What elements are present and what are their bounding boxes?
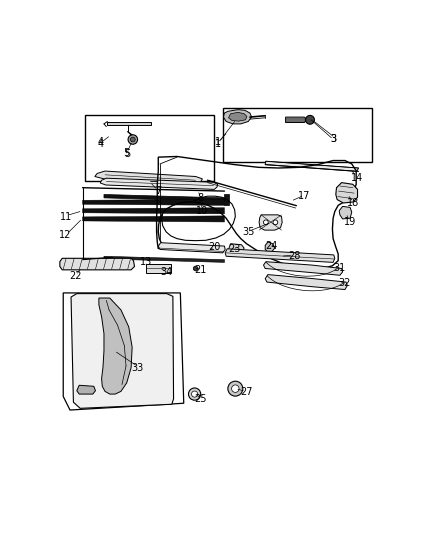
Text: 22: 22 [69,271,81,281]
Polygon shape [259,215,282,230]
Bar [146,264,171,272]
Circle shape [191,391,198,397]
Text: 1: 1 [215,139,221,149]
Text: 19: 19 [344,216,356,227]
Text: 17: 17 [298,191,311,201]
Text: 34: 34 [161,267,173,277]
Text: 24: 24 [265,241,278,252]
Polygon shape [107,122,152,125]
Text: 21: 21 [194,265,207,275]
Text: 23: 23 [229,244,241,254]
Polygon shape [95,171,202,184]
Circle shape [232,385,239,392]
Bar [85,115,214,181]
Bar [223,108,372,162]
Polygon shape [229,112,247,121]
Polygon shape [83,216,224,222]
Text: 35: 35 [243,227,255,237]
Text: 4: 4 [98,139,104,149]
Circle shape [193,266,198,271]
Text: 11: 11 [60,212,72,222]
Polygon shape [225,249,335,262]
Polygon shape [265,274,347,289]
Circle shape [306,115,314,124]
Polygon shape [104,195,224,201]
Text: 8: 8 [198,193,204,203]
Circle shape [188,388,201,400]
Polygon shape [71,294,173,408]
Text: 13: 13 [140,257,152,268]
Polygon shape [60,259,134,270]
Text: 33: 33 [132,362,144,373]
Circle shape [128,135,138,144]
Circle shape [264,220,268,225]
Text: 3: 3 [330,134,336,144]
Polygon shape [265,161,359,172]
Text: 14: 14 [351,173,363,182]
Polygon shape [158,243,225,253]
Circle shape [131,137,135,142]
Text: 1: 1 [215,137,221,147]
Polygon shape [104,256,224,262]
Text: 28: 28 [288,251,300,261]
Text: 32: 32 [339,278,351,288]
Circle shape [273,220,278,225]
Text: 20: 20 [208,242,220,252]
Text: 7: 7 [155,186,162,196]
Polygon shape [264,262,343,275]
Polygon shape [336,183,357,203]
Polygon shape [286,117,307,123]
Polygon shape [223,110,251,124]
Text: 12: 12 [60,230,72,240]
Polygon shape [100,178,218,189]
Text: 5: 5 [124,149,131,159]
Text: 5: 5 [124,148,130,158]
Polygon shape [265,242,275,252]
Polygon shape [83,199,224,205]
Circle shape [228,381,243,396]
Polygon shape [83,208,224,214]
Polygon shape [224,194,229,205]
Polygon shape [229,244,244,252]
Polygon shape [99,298,132,394]
Text: 4: 4 [98,137,104,147]
Text: 10: 10 [196,206,208,216]
Text: 31: 31 [334,263,346,273]
Text: 27: 27 [240,387,253,397]
Text: 3: 3 [330,134,336,144]
Text: 25: 25 [194,394,207,404]
Polygon shape [77,385,95,394]
Polygon shape [339,206,352,219]
Text: 18: 18 [347,198,360,208]
